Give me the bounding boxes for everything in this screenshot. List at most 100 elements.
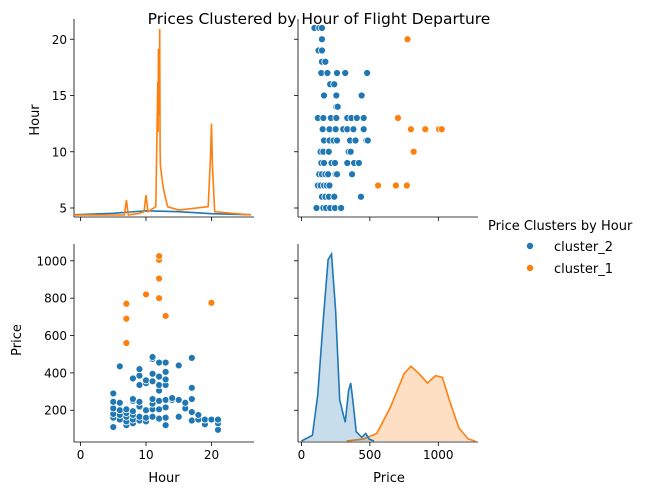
scatter-point-cluster_2 xyxy=(155,381,163,389)
scatter-point-cluster_2 xyxy=(174,396,183,404)
scatter-point-cluster_2 xyxy=(194,411,203,419)
scatter-point-cluster_2 xyxy=(333,102,342,111)
scatter-point-cluster_2 xyxy=(142,376,150,385)
scatter-point-cluster_2 xyxy=(333,136,341,145)
scatter-point-cluster_2 xyxy=(109,423,118,431)
scatter-point-cluster_1 xyxy=(374,181,382,190)
scatter-point-cluster_2 xyxy=(337,204,346,212)
scatter-point-cluster_2 xyxy=(363,136,372,145)
scatter-point-cluster_2 xyxy=(324,147,333,156)
scatter-point-cluster_2 xyxy=(135,371,144,380)
scatter-point-cluster_2 xyxy=(155,397,163,405)
hour-vs-price-scatter-panel xyxy=(109,252,222,434)
x-axis-label-hour: Hour xyxy=(148,471,180,486)
scatter-point-cluster_2 xyxy=(214,425,222,434)
scatter-point-cluster_2 xyxy=(129,395,137,403)
y-tick-label: 800 xyxy=(44,292,67,306)
scatter-point-cluster_2 xyxy=(129,374,137,383)
legend-marker-cluster-2 xyxy=(526,241,535,250)
scatter-point-cluster_2 xyxy=(331,125,340,134)
scatter-point-cluster_2 xyxy=(155,405,163,414)
x-tick-label: 500 xyxy=(358,448,381,462)
scatter-point-cluster_2 xyxy=(115,362,124,371)
scatter-point-cluster_2 xyxy=(142,413,150,422)
scatter-point-cluster_1 xyxy=(155,252,163,261)
x-tick-label: 1000 xyxy=(423,448,454,462)
scatter-point-cluster_2 xyxy=(187,354,196,362)
scatter-point-cluster_1 xyxy=(391,181,400,190)
price-kde-panel xyxy=(301,251,476,442)
scatter-point-cluster_2 xyxy=(330,192,339,201)
scatter-point-cluster_2 xyxy=(148,369,157,378)
scatter-point-cluster_2 xyxy=(161,358,170,367)
scatter-point-cluster_2 xyxy=(109,397,118,406)
kde-area-cluster-1 xyxy=(346,366,476,441)
scatter-point-cluster_2 xyxy=(148,353,157,361)
y-tick-label: 200 xyxy=(44,404,67,418)
scatter-point-cluster_2 xyxy=(318,24,326,32)
scatter-point-cluster_2 xyxy=(332,91,341,100)
scatter-point-cluster_2 xyxy=(174,361,183,370)
scatter-point-cluster_1 xyxy=(155,294,163,303)
scatter-point-cluster_2 xyxy=(155,358,163,367)
scatter-point-cluster_2 xyxy=(348,170,356,179)
scatter-point-cluster_2 xyxy=(349,125,358,134)
scatter-point-cluster_2 xyxy=(161,368,170,376)
scatter-point-cluster_2 xyxy=(346,147,355,156)
scatter-point-cluster_2 xyxy=(359,125,368,134)
scatter-point-cluster_2 xyxy=(318,35,326,44)
scatter-point-cluster_2 xyxy=(161,396,170,404)
scatter-point-cluster_2 xyxy=(142,406,150,415)
y-tick-label: 20 xyxy=(52,33,67,47)
scatter-point-cluster_1 xyxy=(394,114,402,122)
scatter-point-cluster_2 xyxy=(115,398,124,407)
scatter-point-cluster_2 xyxy=(357,91,366,100)
x-tick-label: 0 xyxy=(77,448,85,462)
kde-area-cluster-2 xyxy=(301,254,374,441)
scatter-point-cluster_2 xyxy=(135,412,144,421)
x-axis-label-price: Price xyxy=(373,471,405,486)
scatter-point-cluster_2 xyxy=(318,46,326,55)
hour-kde-panel xyxy=(73,28,251,216)
scatter-point-cluster_2 xyxy=(135,365,144,374)
scatter-point-cluster_2 xyxy=(174,412,183,421)
scatter-point-cluster_2 xyxy=(330,80,339,89)
scatter-point-cluster_2 xyxy=(168,394,177,403)
scatter-point-cluster_2 xyxy=(207,415,216,424)
x-tick-label: 10 xyxy=(138,448,153,462)
scatter-point-cluster_2 xyxy=(351,136,360,145)
scatter-point-cluster_2 xyxy=(187,416,196,425)
scatter-point-cluster_1 xyxy=(402,181,411,190)
scatter-point-cluster_2 xyxy=(155,372,163,381)
y-tick-label: 600 xyxy=(44,329,67,343)
scatter-point-cluster_2 xyxy=(161,403,170,412)
scatter-point-cluster_2 xyxy=(187,408,196,417)
legend-label-cluster-2: cluster_2 xyxy=(554,240,613,255)
legend-title: Price Clusters by Hour xyxy=(488,219,633,234)
scatter-point-cluster_2 xyxy=(318,125,327,134)
scatter-point-cluster_2 xyxy=(115,406,124,415)
y-tick-label: 1000 xyxy=(36,254,67,268)
scatter-point-cluster_2 xyxy=(187,395,196,403)
scatter-point-cluster_2 xyxy=(109,404,118,413)
scatter-point-cluster_1 xyxy=(403,35,412,44)
scatter-point-cluster_2 xyxy=(320,91,328,100)
scatter-point-cluster_2 xyxy=(333,170,341,179)
scatter-point-cluster_2 xyxy=(161,413,170,422)
scatter-point-cluster_2 xyxy=(363,69,372,77)
y-tick-label: 10 xyxy=(52,145,67,159)
scatter-point-cluster_1 xyxy=(122,339,131,347)
scatter-point-cluster_2 xyxy=(135,397,144,406)
axis-spines xyxy=(73,19,478,443)
legend-label-cluster-1: cluster_1 xyxy=(554,262,613,277)
scatter-point-cluster_1 xyxy=(421,125,430,134)
y-axis-label-price: Price xyxy=(10,324,25,356)
scatter-point-cluster_2 xyxy=(359,114,368,122)
chart-title: Prices Clustered by Hour of Flight Depar… xyxy=(148,10,491,28)
scatter-point-cluster_1 xyxy=(409,147,418,156)
kde-line-cluster-2 xyxy=(301,251,375,442)
price-vs-hour-scatter-panel xyxy=(310,24,446,212)
scatter-point-cluster_1 xyxy=(161,312,170,320)
